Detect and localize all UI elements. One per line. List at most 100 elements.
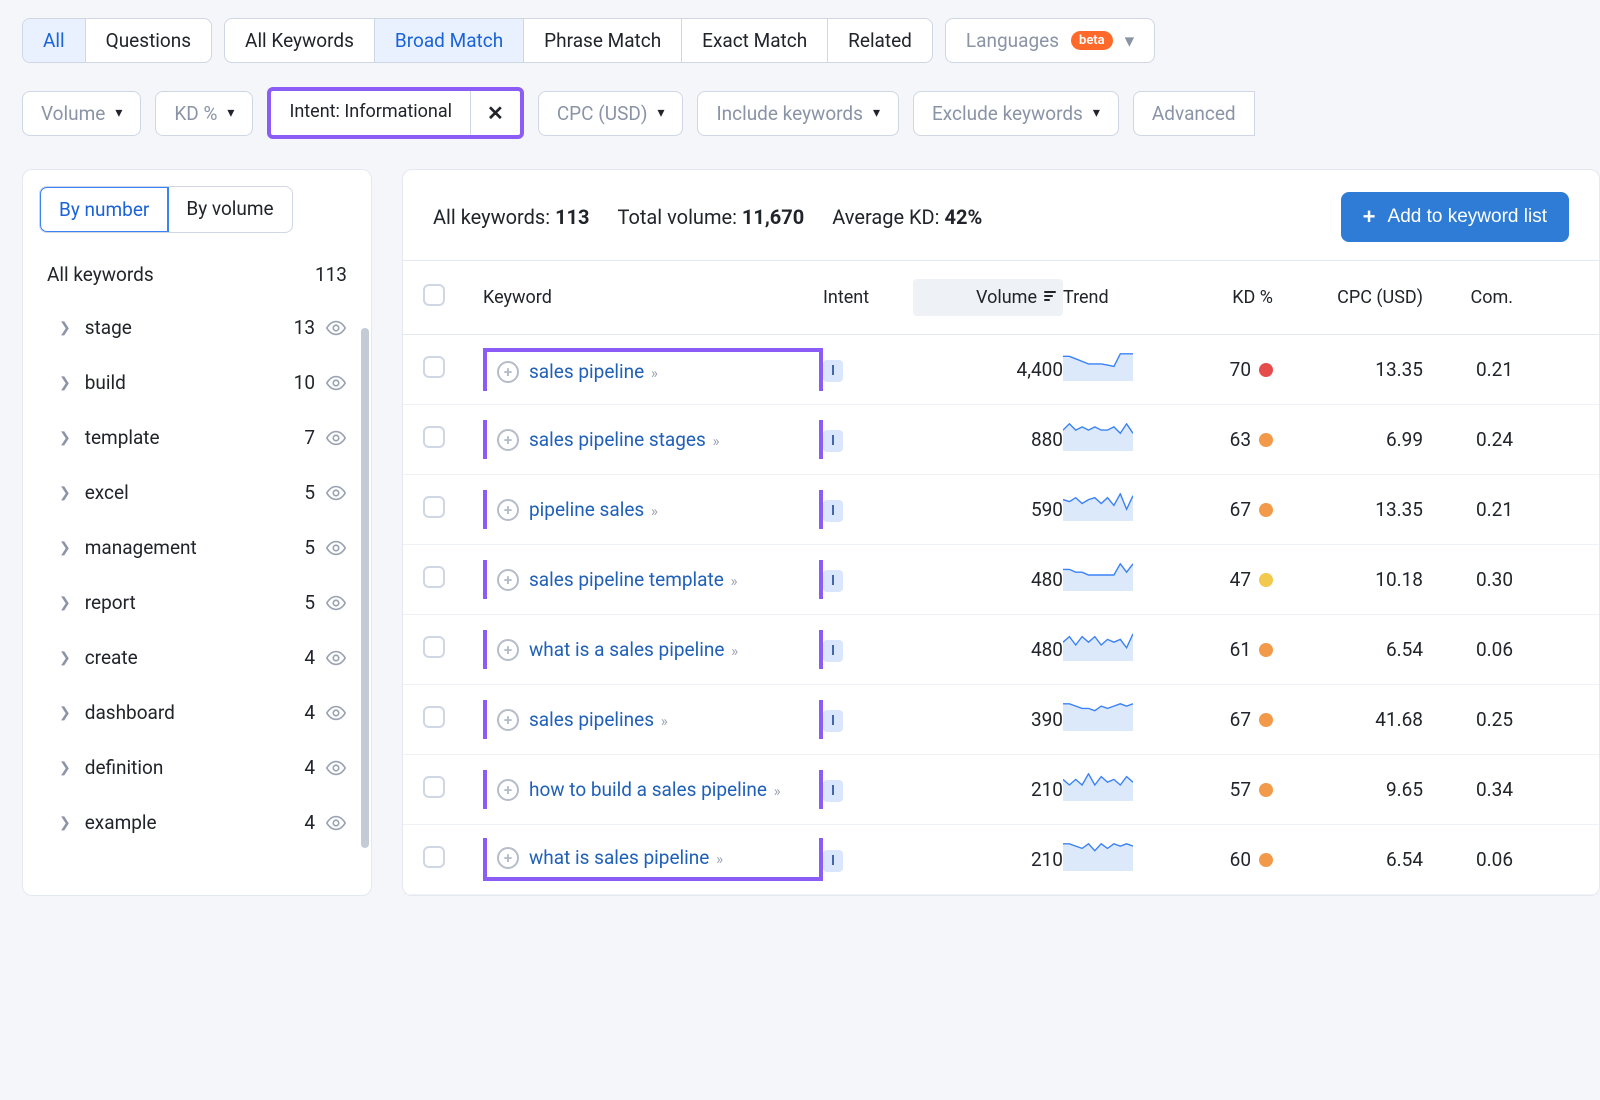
row-checkbox[interactable] — [423, 706, 445, 728]
eye-icon[interactable] — [325, 537, 347, 559]
include-keywords-filter[interactable]: Include keywords ▾ — [697, 91, 899, 136]
th-intent[interactable]: Intent — [823, 287, 913, 308]
sidebar-item-count: 5 — [304, 481, 315, 504]
row-checkbox[interactable] — [423, 566, 445, 588]
th-kd[interactable]: KD % — [1163, 287, 1273, 308]
select-all-checkbox[interactable] — [423, 284, 445, 306]
kd-difficulty-dot — [1259, 363, 1273, 377]
tab-related[interactable]: Related — [828, 19, 932, 62]
tab-exact-match[interactable]: Exact Match — [682, 19, 828, 62]
sidebar-item-example[interactable]: ❯example4 — [23, 795, 371, 850]
plus-circle-icon[interactable]: + — [497, 639, 519, 661]
sidebar-item-create[interactable]: ❯create4 — [23, 630, 371, 685]
content: All keywords: 113 Total volume: 11,670 A… — [402, 169, 1600, 896]
plus-circle-icon[interactable]: + — [497, 499, 519, 521]
th-keyword[interactable]: Keyword — [483, 287, 823, 308]
sidebar-item-build[interactable]: ❯build10 — [23, 355, 371, 410]
kd-cell: 61 — [1163, 638, 1273, 661]
kd-difficulty-dot — [1259, 713, 1273, 727]
plus-circle-icon[interactable]: + — [497, 569, 519, 591]
plus-circle-icon[interactable]: + — [497, 847, 519, 869]
stat-kd-val: 42% — [945, 205, 983, 229]
sidebar-item-definition[interactable]: ❯definition4 — [23, 740, 371, 795]
row-checkbox[interactable] — [423, 846, 445, 868]
volume-cell: 480 — [913, 638, 1063, 661]
scrollbar[interactable] — [361, 328, 369, 848]
sidebar-item-management[interactable]: ❯management5 — [23, 520, 371, 575]
cpc-cell: 6.54 — [1273, 848, 1423, 871]
table-row: +sales pipeline »I4,4007013.350.21 — [403, 335, 1599, 405]
sidebar-item-stage[interactable]: ❯stage13 — [23, 300, 371, 355]
match-tabs: All KeywordsBroad MatchPhrase MatchExact… — [224, 18, 933, 63]
tab-questions[interactable]: Questions — [86, 19, 211, 62]
sidebar-item-template[interactable]: ❯template7 — [23, 410, 371, 465]
keyword-link[interactable]: sales pipelines » — [529, 708, 668, 731]
plus-circle-icon[interactable]: + — [497, 779, 519, 801]
chevron-down-icon: ▾ — [115, 105, 122, 121]
tab-phrase-match[interactable]: Phrase Match — [524, 19, 682, 62]
sidebar-item-excel[interactable]: ❯excel5 — [23, 465, 371, 520]
kd-filter[interactable]: KD % ▾ — [155, 91, 253, 136]
sidebar-all-keywords[interactable]: All keywords 113 — [23, 249, 371, 300]
plus-circle-icon[interactable]: + — [497, 361, 519, 383]
add-to-keyword-list-button[interactable]: + Add to keyword list — [1341, 192, 1569, 242]
eye-icon[interactable] — [325, 702, 347, 724]
eye-icon[interactable] — [325, 647, 347, 669]
kd-difficulty-dot — [1259, 503, 1273, 517]
th-cpc[interactable]: CPC (USD) — [1273, 287, 1423, 308]
chevron-right-icon: ❯ — [59, 650, 71, 666]
row-checkbox[interactable] — [423, 496, 445, 518]
volume-filter[interactable]: Volume ▾ — [22, 91, 141, 136]
eye-icon[interactable] — [325, 317, 347, 339]
seg-by-number[interactable]: By number — [39, 186, 169, 233]
tab-all[interactable]: All — [23, 19, 86, 62]
seg-by-volume[interactable]: By volume — [168, 187, 291, 232]
eye-icon[interactable] — [325, 812, 347, 834]
row-checkbox[interactable] — [423, 426, 445, 448]
eye-icon[interactable] — [325, 427, 347, 449]
keyword-link[interactable]: sales pipeline template » — [529, 568, 738, 591]
sidebar-segment: By number By volume — [39, 186, 293, 233]
languages-dropdown[interactable]: Languages beta ▾ — [945, 18, 1155, 63]
keyword-link[interactable]: sales pipeline stages » — [529, 428, 720, 451]
sidebar-item-report[interactable]: ❯report5 — [23, 575, 371, 630]
cpc-filter[interactable]: CPC (USD) ▾ — [538, 91, 684, 136]
kd-cell: 70 — [1163, 358, 1273, 381]
sidebar-item-dashboard[interactable]: ❯dashboard4 — [23, 685, 371, 740]
tab-all-keywords[interactable]: All Keywords — [225, 19, 375, 62]
sidebar-item-label: stage — [85, 316, 132, 339]
keyword-link[interactable]: pipeline sales » — [529, 498, 658, 521]
sidebar-item-label: definition — [85, 756, 164, 779]
th-com[interactable]: Com. — [1423, 287, 1513, 308]
chevron-down-icon: ▾ — [227, 105, 234, 121]
intent-filter[interactable]: Intent: Informational ✕ — [267, 87, 523, 139]
plus-circle-icon[interactable]: + — [497, 709, 519, 731]
sidebar-item-count: 13 — [294, 316, 315, 339]
row-checkbox[interactable] — [423, 776, 445, 798]
include-filter-label: Include keywords — [716, 102, 863, 125]
th-trend[interactable]: Trend — [1063, 287, 1163, 308]
row-checkbox[interactable] — [423, 356, 445, 378]
sidebar: By number By volume All keywords 113 ❯ st… — [22, 169, 372, 896]
tab-broad-match[interactable]: Broad Match — [375, 19, 524, 62]
eye-icon[interactable] — [325, 592, 347, 614]
th-volume[interactable]: Volume — [913, 279, 1063, 316]
sidebar-all-kw-count: 113 — [315, 263, 347, 286]
advanced-filters[interactable]: Advanced — [1133, 91, 1255, 136]
plus-icon: + — [1363, 204, 1376, 230]
plus-circle-icon[interactable]: + — [497, 429, 519, 451]
keyword-link[interactable]: what is a sales pipeline » — [529, 638, 738, 661]
table-row: +how to build a sales pipeline »I210579.… — [403, 755, 1599, 825]
eye-icon[interactable] — [325, 757, 347, 779]
volume-cell: 210 — [913, 848, 1063, 871]
intent-badge: I — [823, 780, 843, 802]
keyword-link[interactable]: sales pipeline » — [529, 360, 658, 383]
close-icon[interactable]: ✕ — [471, 91, 520, 135]
keyword-link[interactable]: what is sales pipeline » — [529, 846, 723, 869]
exclude-keywords-filter[interactable]: Exclude keywords ▾ — [913, 91, 1119, 136]
keyword-link[interactable]: how to build a sales pipeline » — [529, 778, 781, 801]
row-checkbox[interactable] — [423, 636, 445, 658]
eye-icon[interactable] — [325, 482, 347, 504]
eye-icon[interactable] — [325, 372, 347, 394]
chevron-double-right-icon: » — [716, 850, 723, 868]
